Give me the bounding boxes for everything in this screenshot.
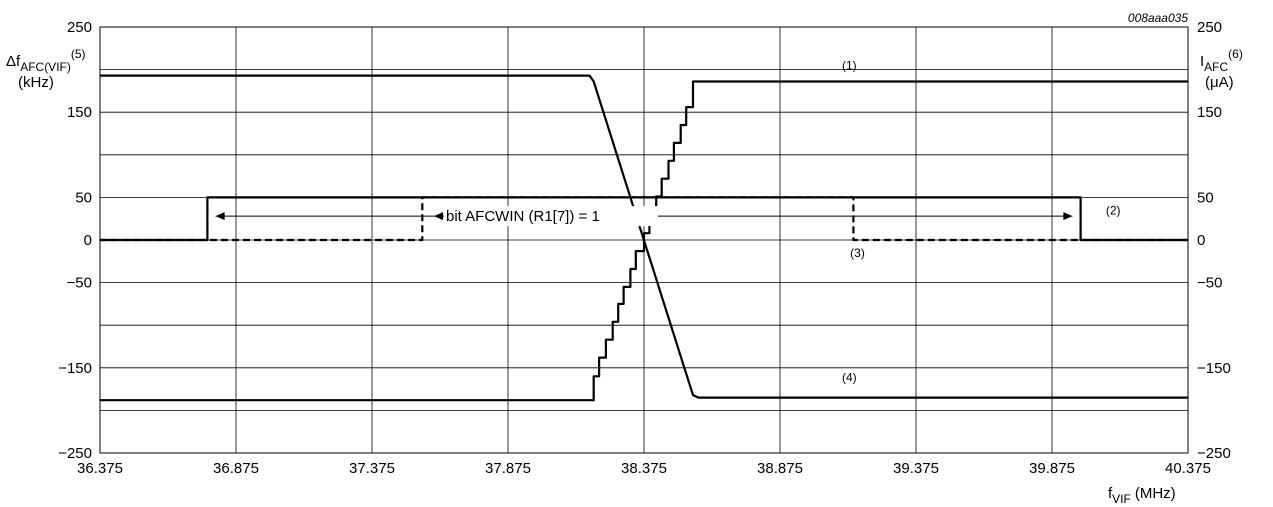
x-tick-label: 39.875: [1029, 460, 1075, 477]
range-label-bg: [444, 206, 658, 227]
range-arrow-head-left: [215, 212, 225, 221]
y-left-unit: (kHz): [18, 74, 54, 91]
y-right-label-sup: (6): [1228, 47, 1243, 61]
series-4-line: [100, 74, 1188, 399]
x-label-sub: VIF: [1112, 492, 1131, 506]
y-right-label-sub: AFC: [1204, 60, 1228, 74]
tick-labels: 36.375 36.875 37.375 37.875 38.375 38.875 39.3…: [58, 19, 1231, 477]
y-right-tick-label: 150: [1197, 104, 1222, 121]
x-label: fVIF (MHz): [1108, 485, 1176, 506]
y-left-tick-label: −50: [67, 275, 92, 292]
y-left-tick-label: −150: [58, 360, 92, 377]
x-tick-label: 36.875: [213, 460, 259, 477]
series-callout: (1): [842, 59, 857, 73]
x-tick-label: 40.375: [1165, 460, 1211, 477]
y-left-tick-label: 50: [75, 189, 92, 206]
range-arrow-inner-head: [434, 212, 443, 221]
x-tick-label: 37.375: [349, 460, 395, 477]
y-left-tick-label: 150: [67, 104, 92, 121]
annotations: bit AFCWIN (R1[7]) = 1 (1) (2) (3) (4): [215, 59, 1121, 384]
series-group: [100, 74, 1188, 402]
series-3-line: [100, 196, 1188, 242]
y-right-tick-label: 50: [1197, 189, 1214, 206]
y-right-tick-label: 250: [1197, 19, 1222, 36]
y-right-tick-label: −250: [1197, 445, 1231, 462]
x-tick-label: 37.875: [485, 460, 531, 477]
x-label-main: f: [1108, 485, 1113, 502]
y-left-label-sup: (5): [71, 47, 86, 61]
x-tick-label: 39.375: [893, 460, 939, 477]
y-right-tick-label: −50: [1197, 275, 1222, 292]
range-arrow-head-right: [1063, 212, 1073, 221]
y-right-label-main: I: [1200, 53, 1204, 70]
y-left-tick-label: −250: [58, 445, 92, 462]
y-left-tick-label: 0: [84, 232, 92, 249]
series-callout: (3): [850, 246, 865, 260]
series-callout: (4): [842, 370, 857, 384]
y-left-label-sub: AFC(VIF): [20, 60, 71, 74]
y-left-label-main: Δf: [6, 53, 21, 70]
y-right-tick-label: −150: [1197, 360, 1231, 377]
y-right-tick-label: 0: [1197, 232, 1205, 249]
y-left-tick-label: 250: [67, 19, 92, 36]
figure-code: 008aaa035: [1128, 11, 1188, 25]
range-label: bit AFCWIN (R1[7]) = 1: [446, 208, 600, 225]
x-label-unit: (MHz): [1135, 485, 1176, 502]
x-tick-label: 38.875: [757, 460, 803, 477]
y-right-label: IAFC(6): [1200, 47, 1243, 74]
x-tick-label: 36.375: [77, 460, 123, 477]
series-callout: (2): [1106, 203, 1121, 217]
y-left-label: ΔfAFC(VIF)(5): [6, 47, 86, 74]
x-tick-label: 38.375: [621, 460, 667, 477]
y-right-unit: (μA): [1205, 74, 1234, 91]
